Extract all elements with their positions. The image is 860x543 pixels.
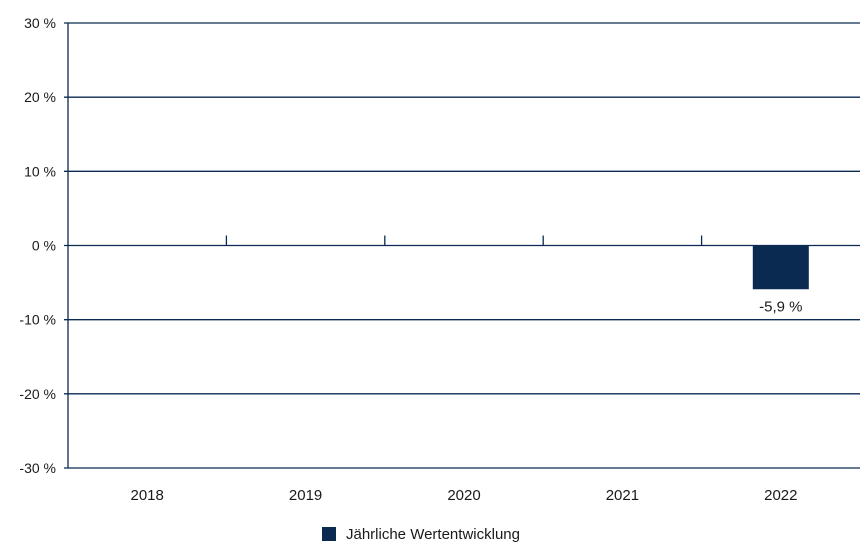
y-axis-tick-labels: 30 % 20 % 10 % 0 % -10 % -20 % -30 % [19, 15, 56, 476]
x-tick-label: 2020 [447, 487, 480, 504]
y-tick-label: 30 % [24, 15, 56, 31]
x-tick-label: 2022 [764, 487, 797, 504]
x-axis-tick-labels: 2018 2019 2020 2021 2022 [131, 487, 798, 504]
bar-2022 [752, 245, 809, 290]
y-tick-label: 0 % [32, 238, 56, 254]
y-tick-label: 10 % [24, 163, 56, 179]
y-tick-label: 20 % [24, 89, 56, 105]
y-tick-label: -30 % [19, 460, 56, 476]
bars [752, 245, 809, 290]
x-tick-label: 2021 [606, 487, 639, 504]
legend-label: Jährliche Wertentwicklung [346, 525, 520, 543]
y-tick-label: -20 % [19, 386, 56, 402]
data-labels: -5,9 % [759, 298, 802, 315]
legend-swatch [322, 527, 336, 541]
y-tick-label: -10 % [19, 312, 56, 328]
gridlines [64, 22, 860, 469]
data-label-2022: -5,9 % [759, 298, 802, 315]
legend: Jährliche Wertentwicklung [322, 525, 520, 543]
x-tick-label: 2019 [289, 487, 322, 504]
x-tick-label: 2018 [131, 487, 164, 504]
